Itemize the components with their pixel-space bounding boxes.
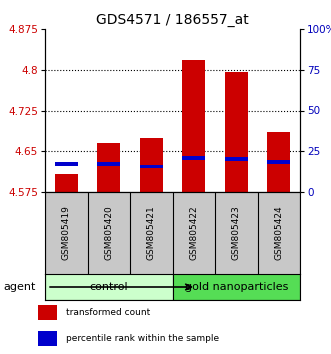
Text: GSM805424: GSM805424: [274, 206, 283, 260]
Bar: [38, 331, 57, 346]
Bar: [140, 138, 163, 192]
Bar: [140, 165, 163, 169]
Text: GSM805420: GSM805420: [104, 206, 113, 261]
Bar: [182, 156, 206, 160]
Bar: [55, 162, 78, 166]
Bar: [45, 274, 172, 300]
Text: GSM805419: GSM805419: [62, 206, 71, 261]
Bar: [182, 60, 206, 192]
Text: GSM805423: GSM805423: [232, 206, 241, 261]
Bar: [267, 160, 290, 164]
Text: agent: agent: [3, 282, 36, 292]
Text: gold nanoparticles: gold nanoparticles: [185, 282, 288, 292]
Bar: [38, 305, 57, 320]
Text: percentile rank within the sample: percentile rank within the sample: [66, 334, 219, 343]
Bar: [97, 143, 120, 192]
Bar: [224, 158, 248, 161]
Text: GSM805421: GSM805421: [147, 206, 156, 261]
Text: transformed count: transformed count: [66, 308, 150, 317]
Text: GSM805422: GSM805422: [189, 206, 198, 260]
Bar: [55, 174, 78, 192]
Bar: [224, 73, 248, 192]
Bar: [172, 274, 300, 300]
Bar: [97, 162, 120, 166]
Title: GDS4571 / 186557_at: GDS4571 / 186557_at: [96, 13, 249, 27]
Bar: [267, 132, 290, 192]
Text: control: control: [89, 282, 128, 292]
